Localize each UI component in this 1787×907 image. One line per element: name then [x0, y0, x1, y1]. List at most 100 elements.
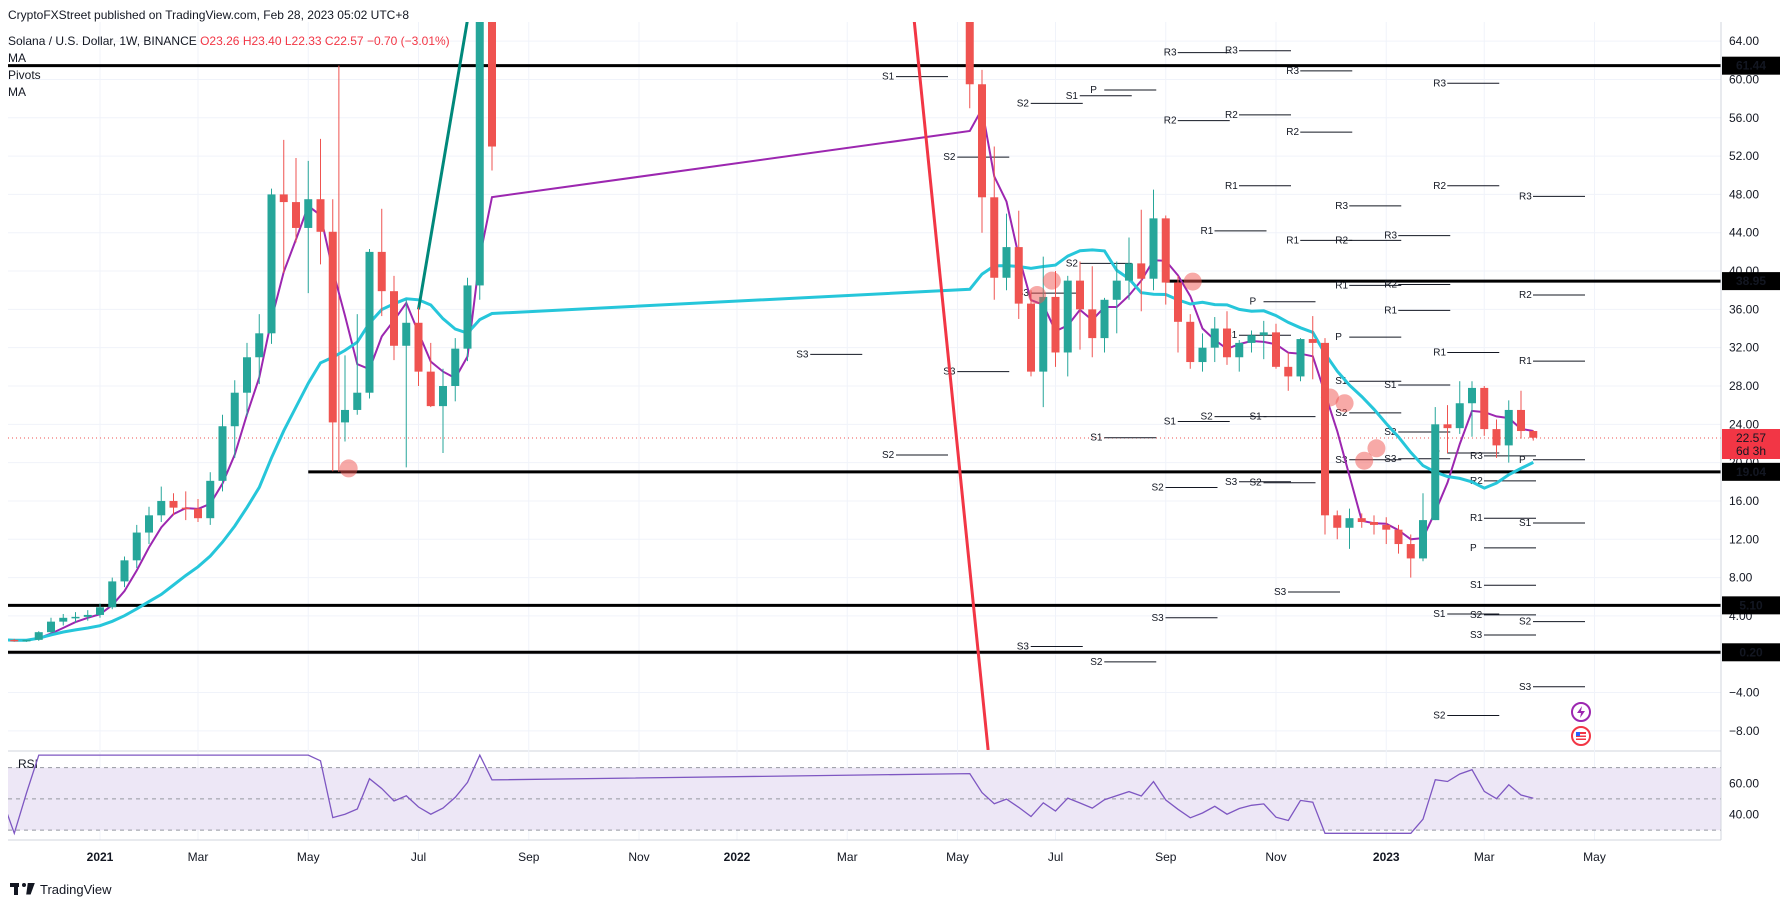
candle-body: [279, 194, 288, 203]
ohlc-low: L22.33: [284, 34, 322, 48]
time-tick-label: 2023: [1373, 850, 1400, 864]
time-axis[interactable]: 2021 Mar May Jul Sep Nov 2022 Mar May Jul Sep Nov 20…: [8, 839, 1721, 864]
pivot-label: S1: [1384, 380, 1397, 391]
pivot-label: P: [1470, 543, 1477, 554]
time-tick-label: May: [1583, 850, 1606, 864]
chart-event-icons[interactable]: [1571, 702, 1591, 746]
time-tick-label: Mar: [188, 850, 209, 864]
highlight-circle: [1355, 451, 1374, 470]
candle-body: [1112, 280, 1121, 300]
candle-body: [1419, 520, 1427, 559]
pivot-label: S1: [1250, 412, 1263, 423]
ohlc-close: C22.57: [324, 34, 364, 48]
pivot-label: S2: [1384, 427, 1397, 438]
pivot-label: R3: [1470, 451, 1483, 462]
key-level-badge: [1722, 272, 1780, 291]
candle-body: [1455, 403, 1464, 429]
time-tick-label: 2021: [87, 850, 114, 864]
price-axis[interactable]: 64.00 60.00 56.00 52.00 48.00 44.00 40.00 36.00…: [1720, 22, 1780, 840]
us-flag-icon[interactable]: [1571, 726, 1591, 746]
candle-body: [1284, 366, 1293, 377]
candle-body: [1529, 431, 1538, 438]
candle-body: [488, 22, 496, 147]
candle-body: [1406, 544, 1415, 559]
candle-body: [390, 291, 398, 346]
price-tick-label: 56.00: [1729, 111, 1759, 125]
time-tick-label: Jul: [411, 850, 426, 864]
candle-body: [194, 508, 202, 519]
candle-body: [1076, 280, 1084, 310]
pivot-label: S1: [1470, 580, 1483, 591]
candle-body: [475, 22, 484, 286]
pivot-label: R3: [1384, 231, 1397, 242]
pivot-label: S1: [1164, 416, 1177, 427]
candle-body: [59, 617, 68, 622]
candle-body: [34, 632, 43, 640]
candle-body: [377, 251, 386, 292]
candle-body: [1198, 347, 1207, 363]
pivot-label: S3: [1225, 477, 1238, 488]
pivot-label: S2: [1519, 617, 1532, 628]
pivot-label: R3: [1164, 48, 1177, 59]
candle-body: [978, 84, 986, 198]
ohlc-change: −0.70 (−3.01%): [366, 34, 450, 48]
ma-slow-line: [8, 248, 1534, 642]
candle-body: [96, 607, 104, 615]
pivot-label: S1: [1225, 330, 1238, 341]
indicator-pivots[interactable]: Pivots: [8, 68, 41, 82]
candle-body: [1174, 282, 1182, 322]
price-tick-label: −8.00: [1729, 724, 1760, 738]
ohlc-high: H23.40: [242, 34, 282, 48]
candle-body: [439, 386, 447, 407]
ma-teal-line: [417, 22, 469, 310]
pivot-label: S2: [943, 152, 956, 163]
highlight-circle: [339, 459, 358, 478]
highlight-circle: [1028, 286, 1047, 304]
key-level-badge: [1722, 596, 1780, 615]
candle-body: [181, 507, 190, 510]
candle-body: [1357, 518, 1366, 523]
candle-body: [1308, 339, 1317, 343]
pivot-label: R2: [1384, 279, 1397, 290]
rsi-line: [8, 753, 1534, 836]
symbol-legend[interactable]: Solana / U.S. Dollar, 1W, BINANCE O23.26…: [8, 34, 450, 48]
time-tick-label: Sep: [518, 850, 540, 864]
indicator-ma-2[interactable]: MA: [8, 85, 26, 99]
pivot-label: R3: [1286, 66, 1299, 77]
pivot-label: R1: [1470, 513, 1483, 524]
candle-body: [353, 392, 362, 410]
published-line: CryptoFXStreet published on TradingView.…: [8, 8, 410, 22]
candle-body: [1272, 332, 1280, 367]
candle-body: [145, 515, 153, 533]
pivot-label: R2: [1470, 476, 1483, 487]
candle-body: [1186, 321, 1195, 363]
price-tick-label: 16.00: [1729, 494, 1759, 508]
time-tick-label: Mar: [1474, 850, 1495, 864]
candle-body: [292, 202, 300, 228]
ma-fast-line: [8, 105, 1534, 642]
red-trend-line: [912, 22, 990, 750]
candle-body: [1431, 424, 1440, 521]
price-tick-label: 60.00: [1729, 72, 1759, 86]
candle-body: [1137, 263, 1146, 279]
indicator-ma-1[interactable]: MA: [8, 51, 26, 65]
candle-body: [1125, 263, 1133, 281]
pivot-label: S2: [1017, 98, 1030, 109]
pivot-label: S3: [1519, 682, 1532, 693]
candle-body: [414, 322, 423, 372]
highlight-circle: [1367, 439, 1386, 458]
price-tick-label: 24.00: [1729, 417, 1759, 431]
candle-body: [1039, 296, 1048, 372]
pivot-label: S1: [1519, 518, 1532, 529]
pivot-label: S2: [1470, 610, 1483, 621]
lightning-icon[interactable]: [1571, 702, 1591, 722]
pivot-label: R3: [1335, 201, 1348, 212]
pivot-label: R1: [1335, 280, 1348, 291]
countdown-label: 6d 3h: [1736, 444, 1766, 458]
candle-body: [0, 640, 6, 642]
candle-body: [132, 532, 141, 561]
candle-body: [304, 199, 313, 228]
tradingview-footer[interactable]: TradingView: [10, 882, 112, 897]
highlight-circle: [1335, 394, 1354, 413]
